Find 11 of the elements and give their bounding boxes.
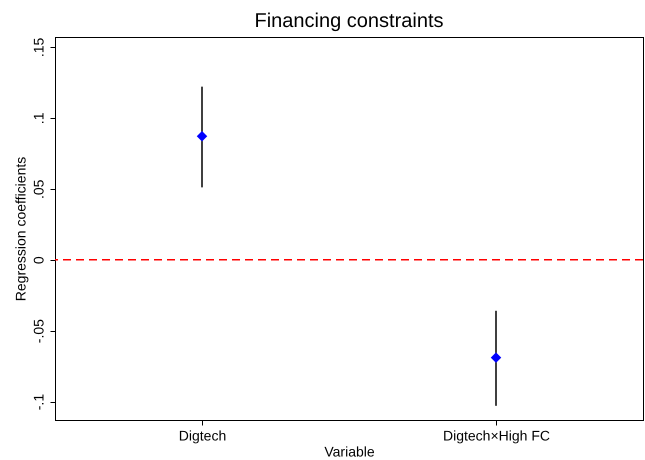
y-tick-label: .05 [30, 179, 46, 200]
x-tick-label: Digtech×High FC [443, 428, 550, 444]
y-tick-label: 0 [30, 256, 46, 264]
x-tick-label: Digtech [178, 428, 226, 444]
y-tick-label: .1 [30, 112, 46, 124]
y-axis-title: Regression coefficients [12, 156, 28, 302]
y-tick-label: -.05 [30, 318, 46, 344]
x-axis-title: Variable [324, 444, 375, 460]
chart-title: Financing constraints [254, 10, 444, 32]
y-tick-label: -.1 [30, 394, 46, 410]
y-tick-label: .15 [30, 37, 46, 58]
